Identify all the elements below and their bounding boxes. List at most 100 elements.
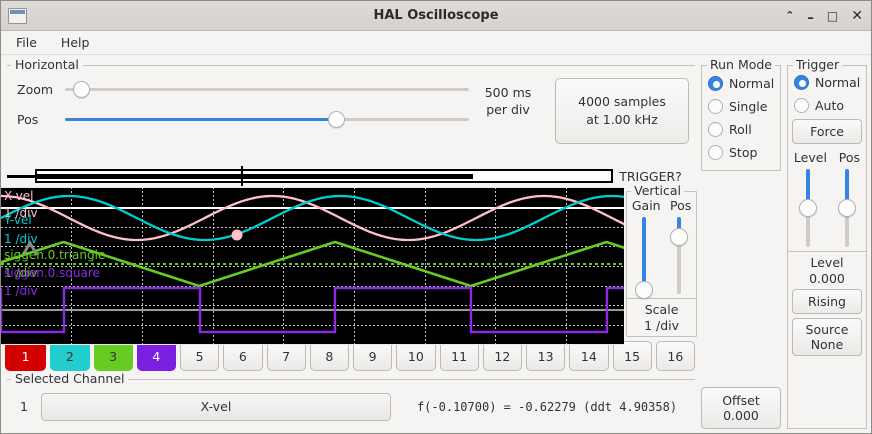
run-mode-stop[interactable]: Stop <box>702 141 780 164</box>
hpos-slider-knob[interactable] <box>328 111 346 128</box>
channel-button-7[interactable]: 7 <box>266 341 306 371</box>
zoom-slider[interactable] <box>65 79 469 99</box>
trigger-pos-slider[interactable] <box>836 165 858 251</box>
channel-button-5[interactable]: 5 <box>180 341 220 371</box>
channel-button-6[interactable]: 6 <box>223 341 263 371</box>
channel-button-13[interactable]: 13 <box>526 341 566 371</box>
vertical-scale-label: Scale <box>644 302 679 317</box>
trigger-level-slider[interactable] <box>797 165 819 251</box>
run-mode-normal[interactable]: Normal <box>702 72 780 95</box>
vertical-offset-label: Offset <box>722 393 760 408</box>
timebase-unit: per div <box>486 102 530 117</box>
vertical-pos-track <box>676 217 681 294</box>
trigger-pos-knob[interactable] <box>837 199 856 217</box>
channel-button-16[interactable]: 16 <box>655 341 695 371</box>
scope-label-ch1-name: X-vel <box>4 189 34 203</box>
trigger-level-readout: Level 0.000 <box>788 251 866 287</box>
run-mode-column: Run Mode Normal Single Roll <box>699 55 785 433</box>
scope-label-ch2-name: Y-vel <box>4 213 32 227</box>
channel-button-label: 13 <box>537 348 554 364</box>
waveform-traces <box>1 194 625 334</box>
vertical-gain-slider[interactable] <box>633 213 655 300</box>
radio-roll-icon <box>708 122 723 137</box>
radio-trigger-normal-icon <box>794 75 809 90</box>
maximize-icon[interactable]: □ <box>826 8 839 23</box>
grid-h-3 <box>1 246 625 247</box>
trigger-source-value: None <box>810 337 844 352</box>
shade-icon[interactable]: ⌃ <box>785 9 795 22</box>
vertical-group-label: Vertical <box>631 183 684 198</box>
channel-button-3[interactable]: 3 <box>93 341 133 371</box>
channel-button-8[interactable]: 8 <box>309 341 349 371</box>
vertical-group: Vertical Gain Pos <box>626 183 697 337</box>
channel-button-label: 10 <box>407 348 424 364</box>
channel-button-label: 14 <box>580 348 597 364</box>
channel-button-12[interactable]: 12 <box>482 341 522 371</box>
vertical-pos-fill <box>676 217 681 230</box>
run-mode-group: Run Mode Normal Single Roll <box>701 57 781 171</box>
timebase-readout: 500 ms per div <box>469 74 547 144</box>
minimize-icon[interactable]: – <box>807 11 814 26</box>
scope-label-ch4-scale: 1 /div <box>4 284 38 298</box>
trigger-edge-button[interactable]: Rising <box>792 289 862 314</box>
vertical-gain-knob[interactable] <box>635 281 654 300</box>
trigger-auto[interactable]: Auto <box>788 94 866 117</box>
scope-canvas[interactable]: X-vel 1 /div Y-vel 1 /div siggen.0.trian… <box>1 187 625 345</box>
run-mode-single[interactable]: Single <box>702 95 780 118</box>
vertical-offset-value: 0.000 <box>723 408 759 423</box>
radio-trigger-auto-icon <box>794 98 809 113</box>
hpos-slider[interactable] <box>65 109 469 129</box>
vertical-pos-label: Pos <box>670 198 692 213</box>
zoom-slider-knob[interactable] <box>72 81 90 98</box>
trigger-column: Trigger Normal Auto Force Level Pos <box>785 55 871 433</box>
vertical-gain-label: Gain <box>631 198 661 213</box>
trigger-level-knob[interactable] <box>798 199 817 217</box>
channel-button-11[interactable]: 11 <box>439 341 479 371</box>
vertical-pos-slider[interactable] <box>668 213 690 298</box>
trigger-pos-slider-label: Pos <box>838 150 861 165</box>
channel-button-10[interactable]: 10 <box>396 341 436 371</box>
trigger-source-button[interactable]: Source None <box>792 318 862 356</box>
channel-button-4[interactable]: 4 <box>136 341 176 371</box>
selected-channel-signal-name: X-vel <box>200 399 232 414</box>
menu-item-help[interactable]: Help <box>60 35 90 50</box>
trigger-level-slider-label: Level <box>793 150 827 165</box>
vertical-scale-readout[interactable]: Scale 1 /div <box>627 298 696 336</box>
run-mode-roll[interactable]: Roll <box>702 118 780 141</box>
channel-button-2[interactable]: 2 <box>50 341 90 371</box>
hpos-slider-fill <box>65 118 337 121</box>
title-bar: HAL Oscilloscope ⌃ – □ ✕ <box>1 1 871 31</box>
force-trigger-button[interactable]: Force <box>792 119 862 144</box>
trigger-normal[interactable]: Normal <box>788 71 866 94</box>
channel-button-14[interactable]: 14 <box>569 341 609 371</box>
position-bar-row: TRIGGER? <box>5 165 695 187</box>
samples-button[interactable]: 4000 samples at 1.00 kHz <box>555 78 689 144</box>
window-controls: ⌃ – □ ✕ <box>785 7 863 26</box>
selected-channel-signal-button[interactable]: X-vel <box>41 392 391 421</box>
channel-button-label: 8 <box>325 348 334 364</box>
trigger-group-label: Trigger <box>793 57 843 72</box>
channel-button-1[interactable]: 1 <box>5 341 47 371</box>
scope-top-border <box>1 187 625 188</box>
vertical-scale-value: 1 /div <box>644 318 680 333</box>
horizontal-group: Horizontal Zoom Pos <box>7 57 695 163</box>
cursor-readout: f(-0.10700) = -0.62279 (ddt 4.90358) <box>416 399 678 414</box>
grid-h-4 <box>1 266 625 267</box>
scope-label-ch3-name: siggen.0.triangle <box>4 248 106 262</box>
channel-button-15[interactable]: 15 <box>612 341 652 371</box>
horizontal-group-label: Horizontal <box>11 57 83 72</box>
close-icon[interactable]: ✕ <box>851 7 863 24</box>
scope-label-ch1-scale: 1 /div <box>4 206 38 220</box>
menu-item-file[interactable]: File <box>16 35 37 50</box>
zoom-slider-row: Zoom <box>13 74 469 104</box>
trigger-level-value: 0.000 <box>809 271 845 286</box>
vertical-offset-button[interactable]: Offset 0.000 <box>701 387 781 429</box>
buffer-position-bar[interactable] <box>5 166 613 186</box>
window-icon <box>8 7 27 24</box>
trigger-tick-marker <box>241 166 243 186</box>
vertical-pos-knob[interactable] <box>669 227 688 246</box>
radio-normal-icon <box>708 76 723 91</box>
trigger-level-fill <box>805 169 810 201</box>
channel-button-9[interactable]: 9 <box>353 341 393 371</box>
